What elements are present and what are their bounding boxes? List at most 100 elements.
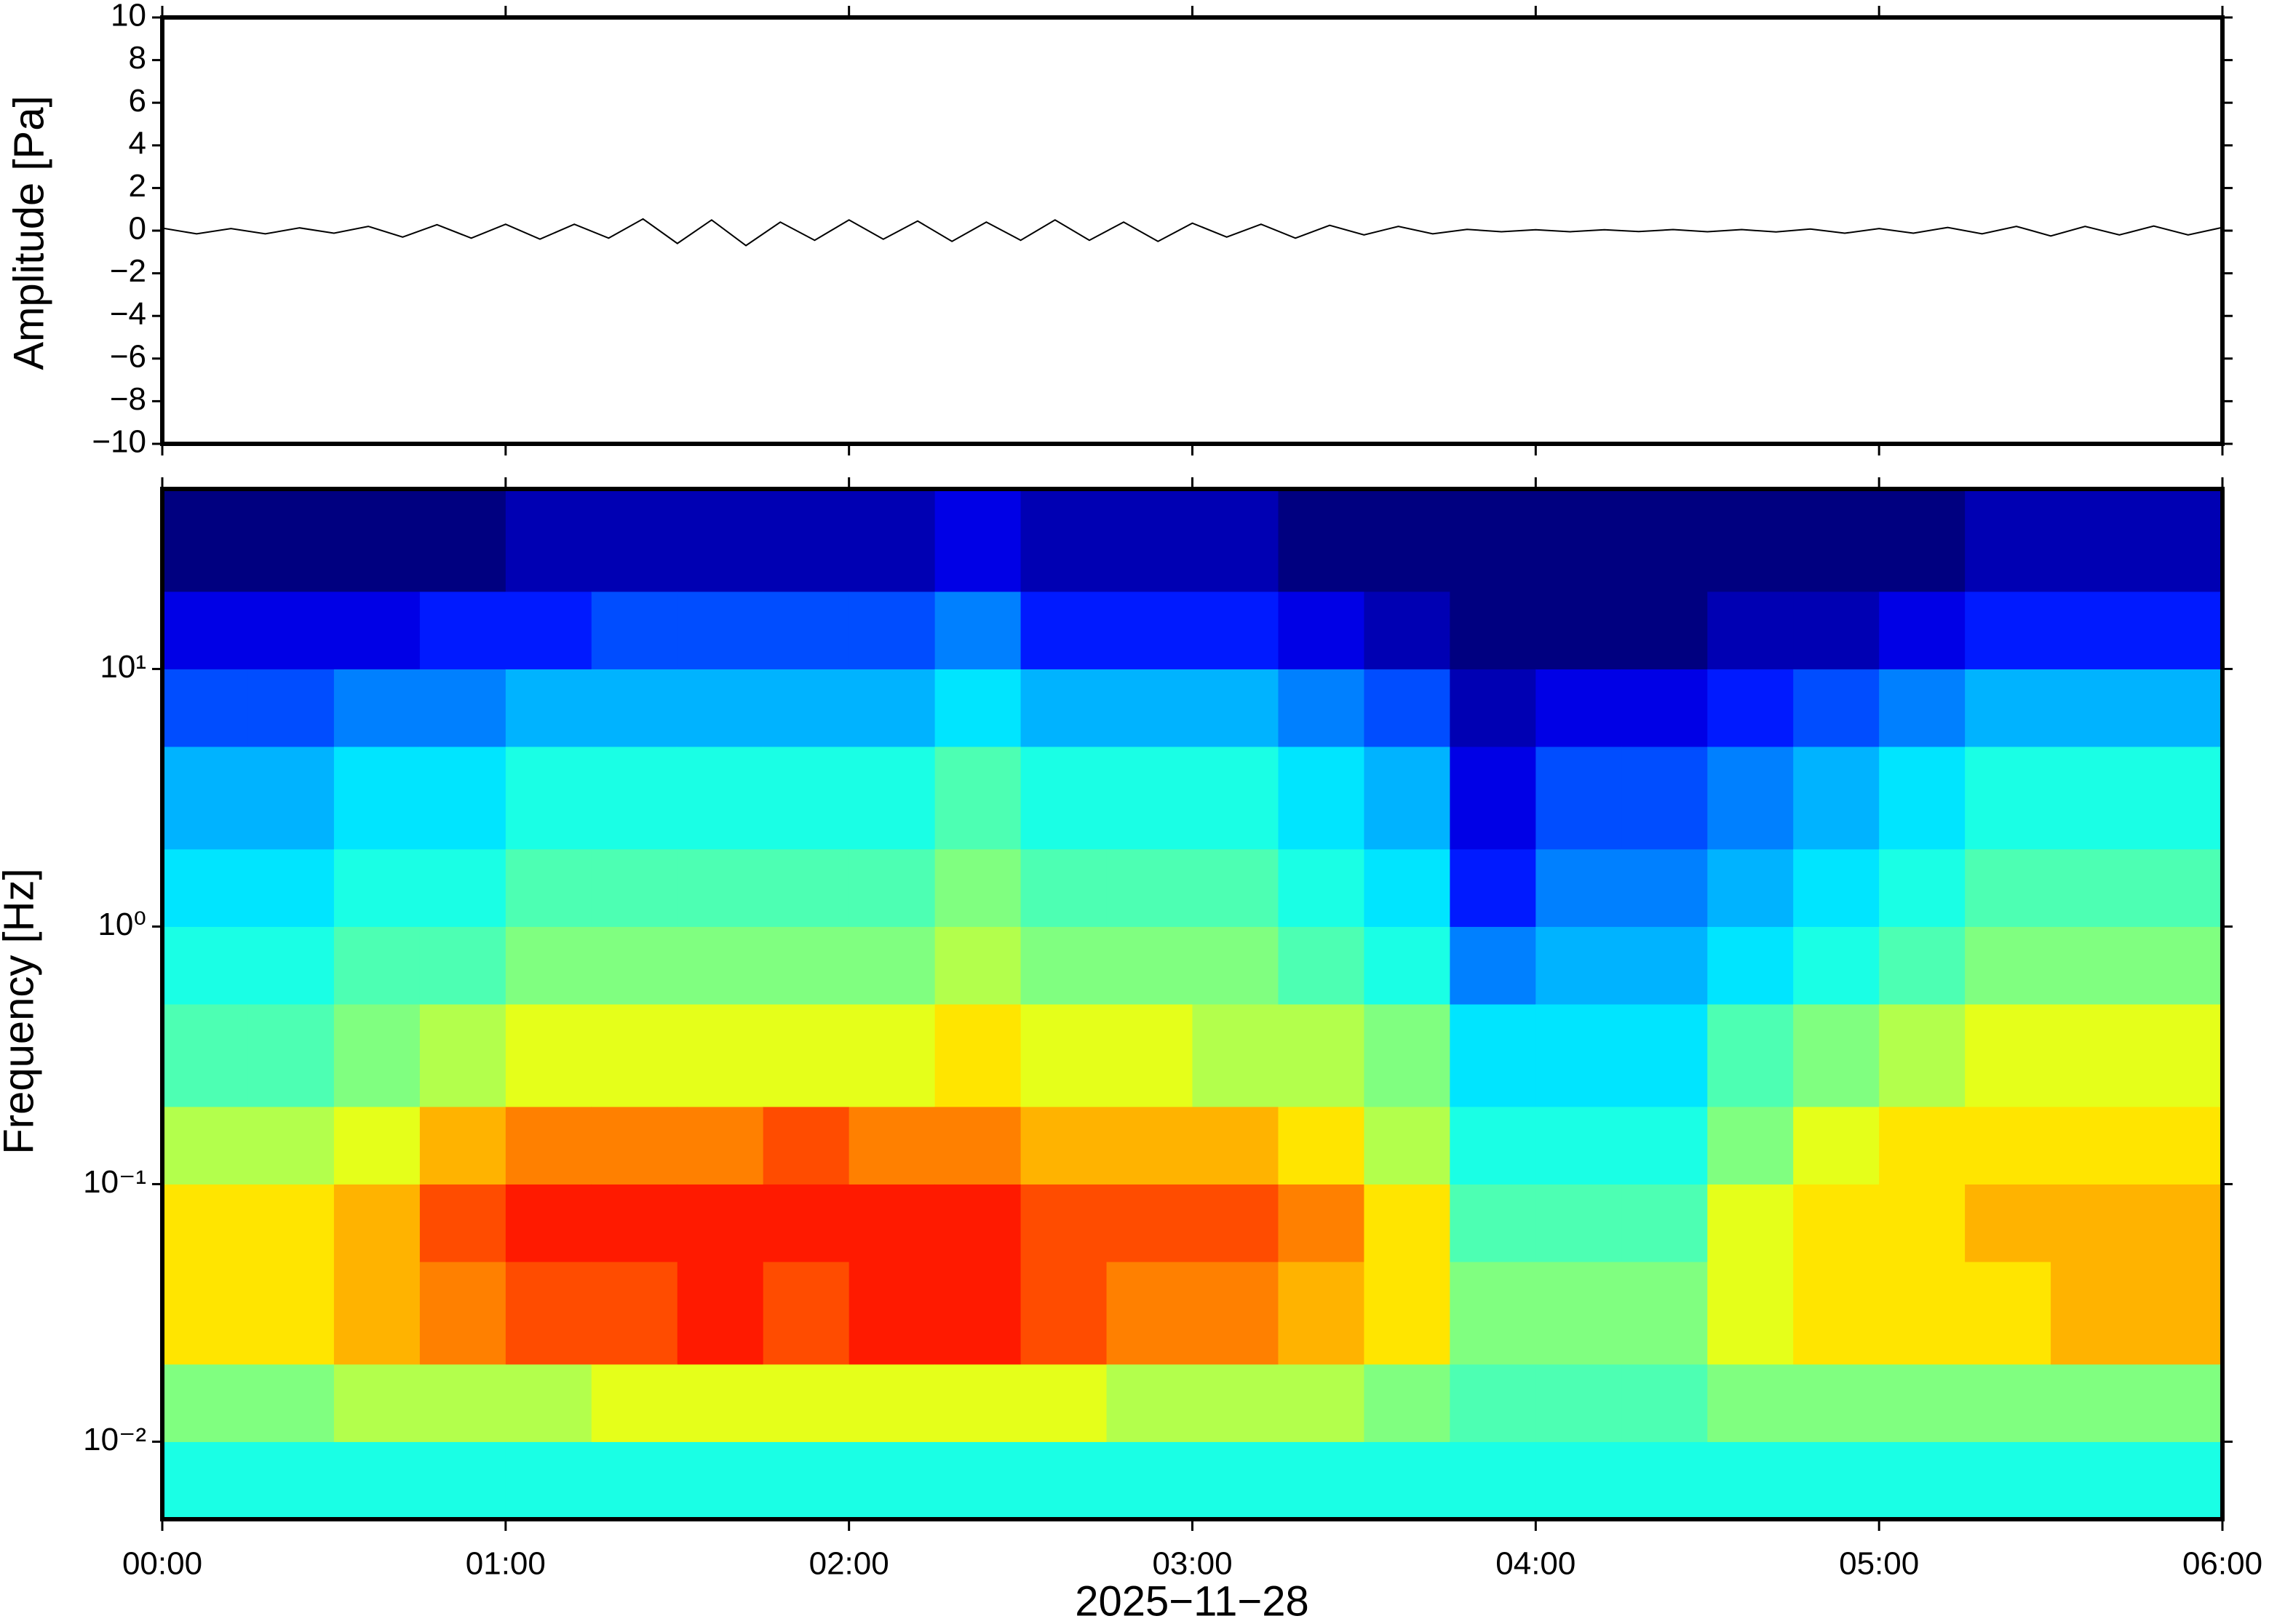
spectrogram-cell — [2051, 669, 2137, 747]
spectrogram-cell — [1707, 1262, 1794, 1365]
y-tick-label: −8 — [110, 381, 146, 417]
spectrogram-cell — [162, 1004, 249, 1107]
x-tick-label: 04:00 — [1495, 1546, 1575, 1582]
spectrogram-cell — [1793, 747, 1880, 850]
spectrogram-cell — [2051, 1106, 2137, 1185]
spectrogram-cell — [247, 1262, 335, 1365]
spectrogram-cell — [247, 1004, 335, 1107]
y-tick-label: 2 — [129, 168, 146, 204]
spectrogram-cell — [2051, 1184, 2137, 1262]
spectrogram-cell — [677, 1262, 764, 1365]
spectrogram-cell — [1879, 926, 1966, 1005]
spectrogram-cell — [1106, 1106, 1193, 1185]
spectrogram-cell — [591, 747, 678, 850]
spectrogram-cell — [162, 1184, 249, 1262]
spectrogram-cell — [2137, 591, 2223, 669]
spectrogram-cell — [1106, 848, 1193, 927]
spectrogram-cell — [419, 1262, 506, 1365]
spectrogram-cell — [419, 1004, 506, 1107]
spectrogram-cell — [1106, 1262, 1193, 1365]
spectrogram-cell — [1879, 669, 1966, 747]
spectrogram-cell — [1535, 926, 1622, 1005]
spectrogram-cell — [763, 747, 850, 850]
spectrogram-cell — [1535, 591, 1622, 669]
spectrogram-cell — [1793, 489, 1880, 592]
spectrogram-cell — [1106, 669, 1193, 747]
spectrogram-cell — [1278, 669, 1364, 747]
spectrogram-cell — [1621, 591, 1708, 669]
spectrogram-cell — [1707, 747, 1794, 850]
spectrogram-cell — [591, 1004, 678, 1107]
y-tick-label: −4 — [110, 296, 146, 332]
spectrogram-cell — [849, 1004, 936, 1107]
spectrogram-cell — [1020, 926, 1108, 1005]
spectrogram-cell — [1621, 1004, 1708, 1107]
spectrogram-cell — [333, 1106, 421, 1185]
spectrogram-cell — [1192, 926, 1279, 1005]
spectrogram-cell — [1793, 1004, 1880, 1107]
spectrogram-cell — [677, 848, 764, 927]
spectrogram-cell — [1106, 1004, 1193, 1107]
spectrogram-cell — [1450, 848, 1536, 927]
spectrogram-cell — [677, 747, 764, 850]
spectrogram-cell — [1793, 1364, 1880, 1442]
spectrogram-cell — [934, 1364, 1022, 1442]
spectrogram-cell — [591, 1364, 678, 1442]
spectrogram-cell — [333, 1441, 421, 1520]
spectrogram-cell — [1278, 1106, 1364, 1185]
spectrogram-cell — [677, 1004, 764, 1107]
spectrogram-cell — [849, 1364, 936, 1442]
spectrogram-cell — [1793, 669, 1880, 747]
spectrogram-cell — [1621, 1441, 1708, 1520]
spectrogram-cell — [419, 669, 506, 747]
spectrogram-cell — [1278, 926, 1364, 1005]
y-axis-label: Amplitude [Pa] — [5, 95, 52, 370]
spectrogram-cell — [849, 489, 936, 592]
spectrogram-cell — [763, 1364, 850, 1442]
spectrogram-cell — [2051, 1364, 2137, 1442]
spectrogram-cell — [1364, 1184, 1450, 1262]
spectrogram-cell — [1364, 489, 1450, 592]
spectrogram-cell — [419, 489, 506, 592]
spectrogram-cell — [2137, 1106, 2223, 1185]
spectrogram-cell — [1793, 1262, 1880, 1365]
y-tick-label: 4 — [129, 125, 146, 161]
x-tick-label: 05:00 — [1839, 1546, 1919, 1582]
spectrogram-cell — [162, 1364, 249, 1442]
spectrogram-cell — [2137, 1004, 2223, 1107]
spectrogram-cell — [934, 747, 1022, 850]
spectrogram-cell — [1879, 1262, 1966, 1365]
spectrogram-cell — [849, 747, 936, 850]
spectrogram-cell — [1879, 1184, 1966, 1262]
spectrogram-cell — [849, 848, 936, 927]
spectrogram-cell — [1278, 747, 1364, 850]
spectrogram-cell — [1965, 591, 2051, 669]
spectrogram-cell — [1450, 1004, 1536, 1107]
spectrogram-cell — [1879, 489, 1966, 592]
spectrogram-cell — [1020, 747, 1108, 850]
spectrogram-cell — [2137, 489, 2223, 592]
waveform — [162, 218, 2223, 247]
spectrogram-cell — [1192, 848, 1279, 927]
spectrogram-cell — [849, 1184, 936, 1262]
spectrogram-cell — [1793, 591, 1880, 669]
spectrogram-cell — [1278, 591, 1364, 669]
spectrogram-cell — [1278, 848, 1364, 927]
spectrogram-cell — [419, 591, 506, 669]
spectrogram-cell — [849, 1262, 936, 1365]
spectrogram-cell — [849, 591, 936, 669]
spectrogram-cell — [419, 747, 506, 850]
spectrogram-cell — [677, 669, 764, 747]
spectrogram-cell — [247, 591, 335, 669]
spectrogram-cell — [1192, 1184, 1279, 1262]
spectrogram-cell — [1535, 848, 1622, 927]
spectrogram-cell — [934, 848, 1022, 927]
spectrogram-cell — [1106, 489, 1193, 592]
spectrogram-cell — [1278, 1364, 1364, 1442]
spectrogram-cell — [505, 669, 592, 747]
spectrogram-cell — [1879, 1364, 1966, 1442]
x-tick-label: 01:00 — [466, 1546, 546, 1582]
spectrogram-cell — [333, 747, 421, 850]
spectrogram-cell — [1707, 669, 1794, 747]
spectrogram-cell — [763, 1184, 850, 1262]
